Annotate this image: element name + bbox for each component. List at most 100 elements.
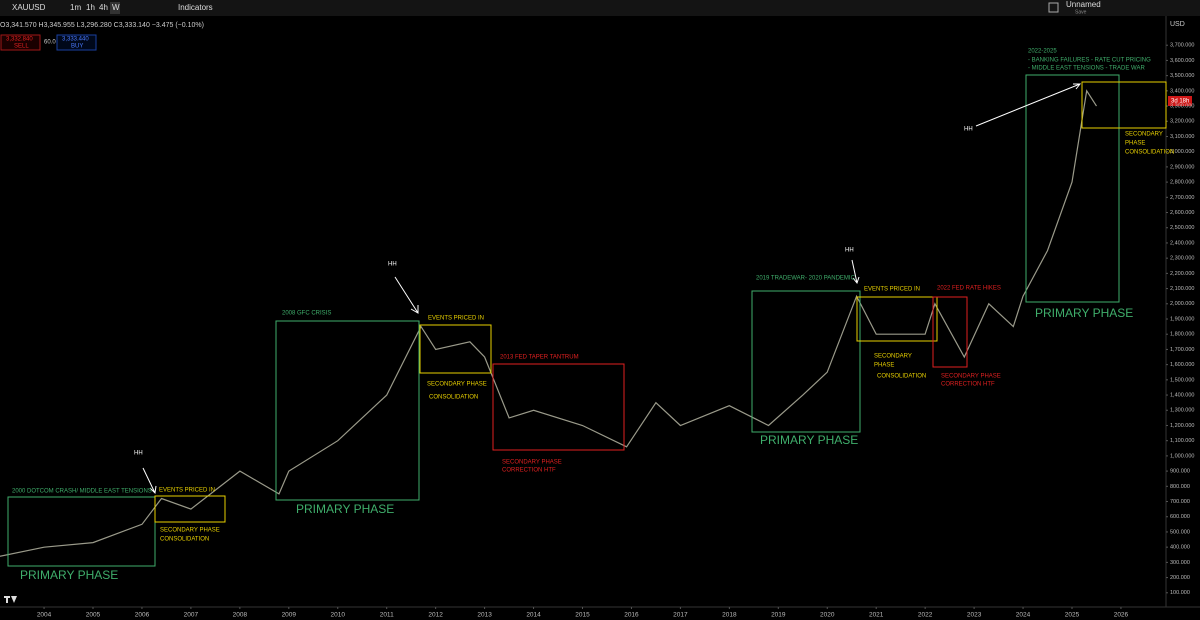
annotation: EVENTS PRICED IN [864, 287, 920, 293]
zone-box [419, 324, 492, 374]
x-tick-label: 2014 [526, 612, 541, 619]
y-tick-label: 2,900.000 [1170, 164, 1194, 170]
zone-box [492, 363, 625, 451]
ohlc: O3,341.570 H3,345.955 L3,296.280 C3,333.… [0, 22, 204, 29]
annotation: HH [388, 262, 397, 268]
annotation: 2013 FED TAPER TANTRUM [500, 355, 579, 361]
y-tick-label: 1,300.000 [1170, 408, 1194, 414]
x-tick-label: 2023 [967, 612, 982, 619]
annotation: CORRECTION HTF [502, 468, 556, 474]
annotation: 2008 GFC CRISIS [282, 311, 331, 317]
save-button[interactable]: Save [1075, 9, 1087, 15]
buy-button[interactable] [56, 34, 97, 51]
y-tick-label: 3,700.000 [1170, 43, 1194, 49]
y-tick-label: 2,800.000 [1170, 180, 1194, 186]
zone-box [932, 296, 968, 368]
sell-button[interactable] [0, 34, 41, 51]
y-tick-label: 800.000 [1170, 484, 1190, 490]
layout-name[interactable]: Unnamed [1066, 0, 1101, 9]
x-tick-label: 2017 [673, 612, 688, 619]
y-tick-label: 3,600.000 [1170, 58, 1194, 64]
y-tick-label: 500.000 [1170, 529, 1190, 535]
indicators-button[interactable]: Indicators [178, 3, 213, 12]
toolbar [0, 0, 1200, 16]
y-tick-label: 3,300.000 [1170, 104, 1194, 110]
annotation: SECONDARY PHASE [502, 460, 562, 466]
x-tick-label: 2020 [820, 612, 835, 619]
x-tick-label: 2004 [37, 612, 52, 619]
y-tick-label: 3,500.000 [1170, 73, 1194, 79]
x-tick-label: 2024 [1016, 612, 1031, 619]
currency: USD [1170, 21, 1185, 28]
y-tick-label: 2,500.000 [1170, 225, 1194, 231]
annotation: SECONDARY [874, 354, 912, 360]
x-tick-label: 2025 [1065, 612, 1080, 619]
y-tick-label: 2,400.000 [1170, 240, 1194, 246]
y-tick-label: 1,600.000 [1170, 362, 1194, 368]
zone-box [751, 290, 861, 433]
price-line [0, 89, 1098, 557]
x-tick-label: 2012 [428, 612, 443, 619]
annotation: 2022 FED RATE HIKES [937, 286, 1001, 292]
annotation: PRIMARY PHASE [20, 568, 118, 582]
arrow [851, 259, 860, 285]
y-tick-label: 1,100.000 [1170, 438, 1194, 444]
countdown-tag [1168, 96, 1192, 106]
zone-box [1025, 74, 1120, 303]
x-tick-label: 2022 [918, 612, 933, 619]
interval[interactable]: 1h [86, 3, 95, 12]
y-tick-label: 2,300.000 [1170, 256, 1194, 262]
x-tick-label: 2016 [624, 612, 639, 619]
annotation: PRIMARY PHASE [760, 433, 858, 447]
x-tick-label: 2011 [380, 612, 394, 619]
x-tick-label: 2019 [771, 612, 786, 619]
countdown: 3d 18h [1171, 99, 1189, 105]
symbol[interactable]: XAUUSD [12, 3, 46, 12]
y-tick-label: 3,100.000 [1170, 134, 1194, 140]
y-tick-label: 600.000 [1170, 514, 1190, 520]
x-tick-label: 2006 [135, 612, 150, 619]
annotation: HH [134, 451, 143, 457]
y-tick-label: 1,900.000 [1170, 316, 1194, 322]
annotation: PRIMARY PHASE [1035, 306, 1133, 320]
y-tick-label: 1,200.000 [1170, 423, 1194, 429]
x-tick-label: 2026 [1114, 612, 1129, 619]
annotation: 2019 TRADEWAR- 2020 PANDEMIC [756, 276, 856, 282]
interval[interactable]: 4h [99, 3, 108, 12]
interval-active [110, 2, 120, 14]
arrows [142, 83, 1082, 495]
annotation: PRIMARY PHASE [296, 502, 394, 516]
annotation: 2022-2025 [1028, 49, 1057, 55]
annotation: - BANKING FAILURES - RATE CUT PRICING [1028, 58, 1151, 64]
interval[interactable]: W [112, 3, 120, 12]
annotation: CONSOLIDATION [429, 395, 478, 401]
arrow [142, 467, 157, 495]
zone-box [856, 296, 938, 342]
x-tick-label: 2018 [722, 612, 737, 619]
y-tick-label: 1,000.000 [1170, 453, 1194, 459]
zone-box [7, 496, 156, 567]
y-tick-label: 2,100.000 [1170, 286, 1194, 292]
buy-price: 3,333.440 [62, 37, 89, 43]
y-tick-label: 1,500.000 [1170, 377, 1194, 383]
annotations: 2000 DOTCOM CRASH/ MIDDLE EAST TENSIONS … [7, 49, 1174, 582]
annotation: SECONDARY [1125, 132, 1163, 138]
y-tick-label: 2,000.000 [1170, 301, 1194, 307]
annotation: SECONDARY PHASE [160, 528, 220, 534]
x-tick-label: 2009 [282, 612, 297, 619]
x-tick-label: 2021 [869, 612, 884, 619]
y-tick-label: 300.000 [1170, 560, 1190, 566]
annotation: CORRECTION HTF [941, 382, 995, 388]
y-tick-label: 700.000 [1170, 499, 1190, 505]
arrow [975, 83, 1082, 127]
y-tick-label: 3,200.000 [1170, 119, 1194, 125]
checkbox[interactable] [1048, 2, 1059, 13]
x-tick-label: 2010 [331, 612, 346, 619]
y-tick-label: 900.000 [1170, 469, 1190, 475]
zone-box [1081, 81, 1167, 129]
interval[interactable]: 1m [70, 3, 81, 12]
annotation: EVENTS PRICED IN [159, 488, 215, 494]
x-tick-label: 2013 [477, 612, 492, 619]
y-tick-label: 2,700.000 [1170, 195, 1194, 201]
annotation: SECONDARY PHASE [941, 374, 1001, 380]
